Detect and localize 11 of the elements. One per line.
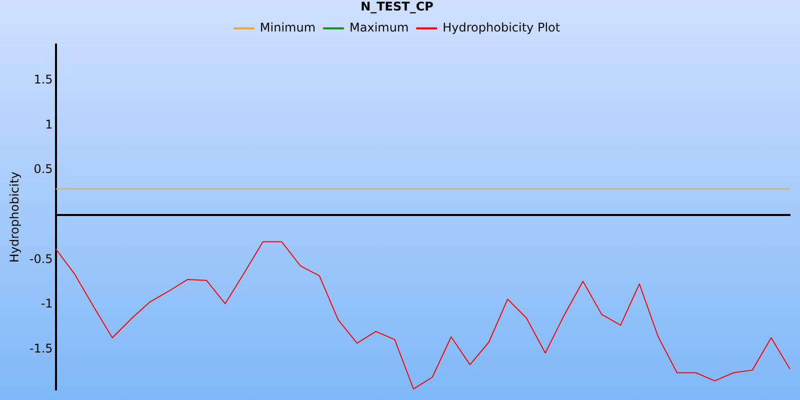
y-tick-label: 1.5 [34, 72, 53, 86]
y-tick-label: -1.5 [29, 342, 53, 356]
legend-label: Hydrophobicity Plot [442, 20, 560, 35]
y-tick-label: 0.5 [34, 162, 53, 176]
y-tick-label: 1 [45, 117, 53, 132]
y-tick-label: -0.5 [29, 252, 53, 266]
chart-title: N_TEST_CP [360, 0, 434, 14]
legend-label: Minimum [260, 20, 316, 35]
y-axis-title: Hydrophobicity [7, 172, 22, 263]
legend-label: Maximum [350, 20, 409, 35]
y-tick-label: -1 [40, 296, 53, 311]
